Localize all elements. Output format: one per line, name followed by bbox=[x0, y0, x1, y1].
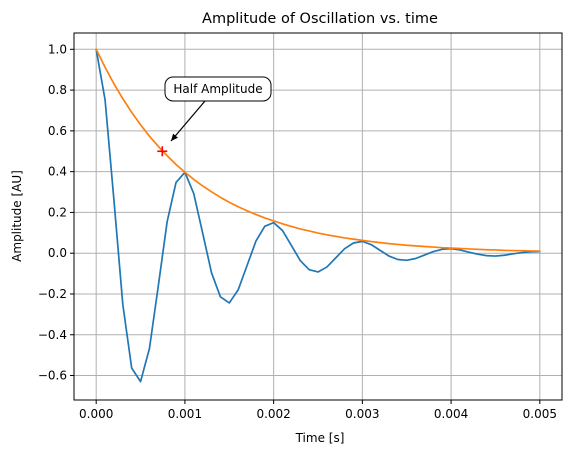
y-tick-label: 0.2 bbox=[48, 205, 67, 219]
y-tick-label: 0.0 bbox=[48, 246, 67, 260]
ticks: 0.000 0.001 0.002 0.003 0.004 0.005 −0.6 −0.4 −0… bbox=[38, 42, 557, 421]
y-axis-label: Amplitude [AU] bbox=[10, 170, 24, 262]
half-amplitude-marker bbox=[157, 146, 168, 157]
x-tick-label: 0.004 bbox=[434, 407, 468, 421]
x-tick-label: 0.002 bbox=[256, 407, 290, 421]
y-tick-label: 0.4 bbox=[48, 165, 67, 179]
annotation-box bbox=[164, 76, 272, 102]
x-tick-label: 0.001 bbox=[168, 407, 202, 421]
series-layer bbox=[95, 48, 541, 383]
annotation-arrow-head bbox=[171, 133, 178, 141]
grid bbox=[74, 33, 562, 400]
y-tick-label: 0.6 bbox=[48, 124, 67, 138]
x-tick-label: 0.000 bbox=[79, 407, 113, 421]
annotation-arrow bbox=[170, 100, 206, 142]
plot-frame bbox=[73, 32, 563, 401]
y-tick-label: −0.4 bbox=[38, 328, 67, 342]
chart-title: Amplitude of Oscillation vs. time bbox=[202, 11, 438, 27]
y-tick-label: 1.0 bbox=[48, 42, 67, 56]
y-tick-label: 0.8 bbox=[48, 83, 67, 97]
x-tick-label: 0.003 bbox=[345, 407, 379, 421]
y-tick-label: −0.6 bbox=[38, 369, 67, 383]
envelope-line bbox=[95, 48, 541, 253]
x-tick-label: 0.005 bbox=[523, 407, 557, 421]
y-tick-label: −0.2 bbox=[38, 287, 67, 301]
annotation-layer: Half Amplitude bbox=[164, 76, 272, 142]
annotation-label: Half Amplitude bbox=[173, 82, 262, 96]
oscillation-line bbox=[95, 48, 541, 383]
x-axis-label: Time [s] bbox=[295, 431, 345, 445]
